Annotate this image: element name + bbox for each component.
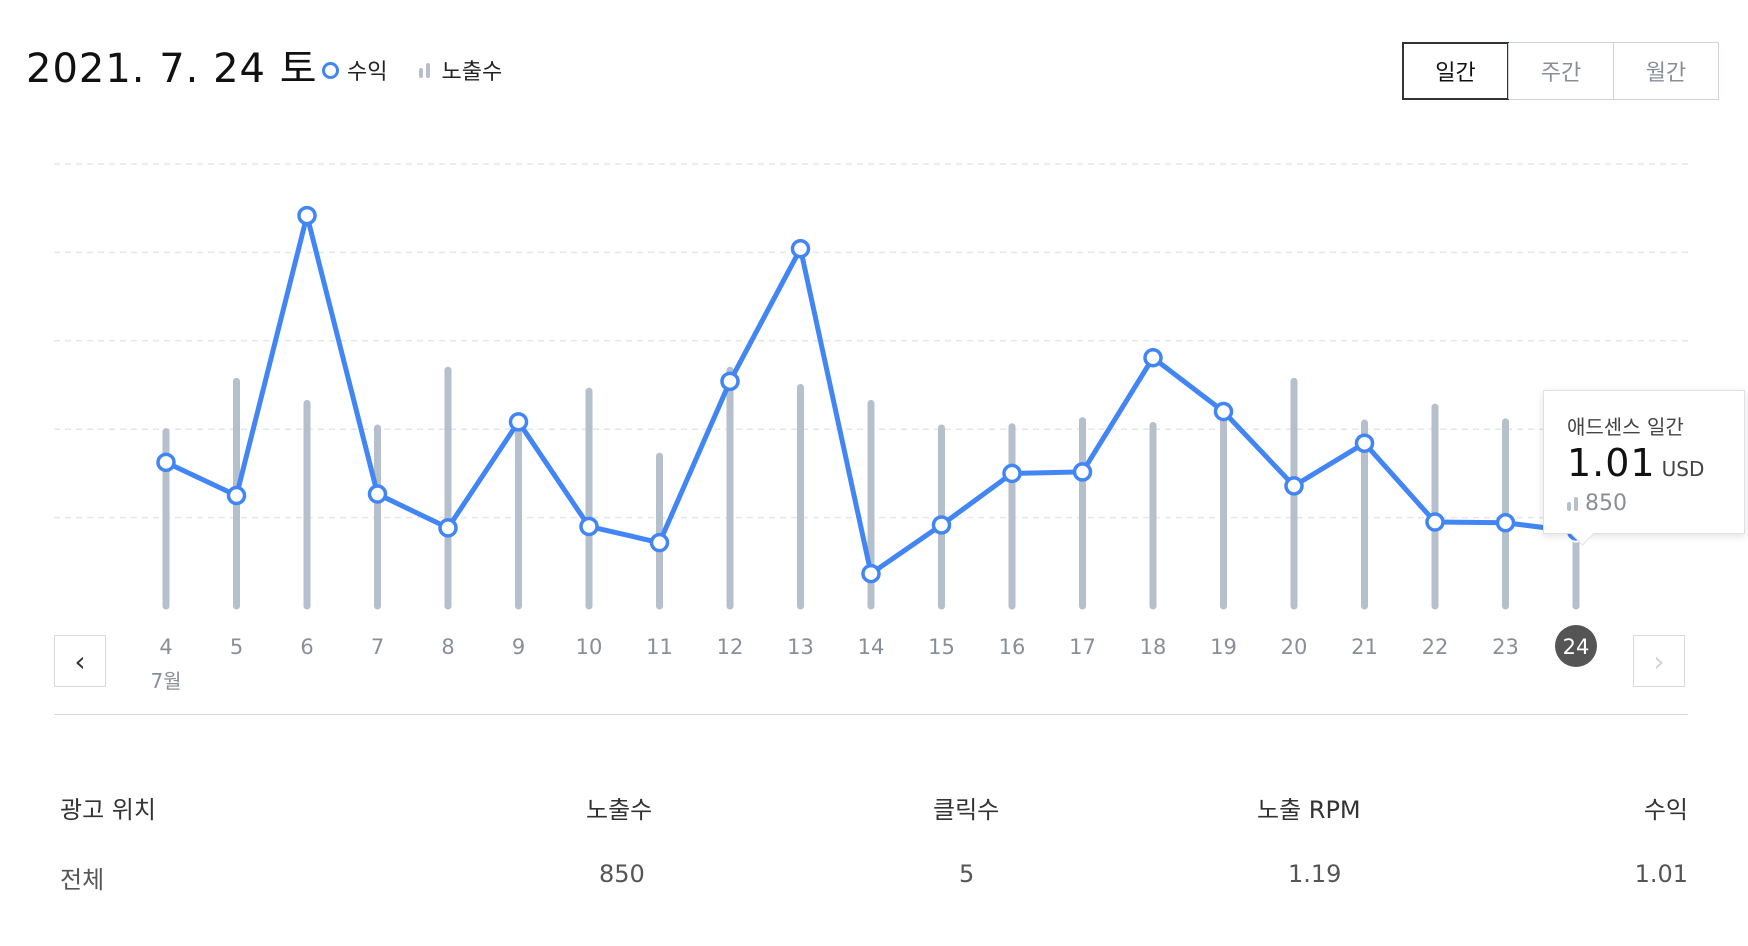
x-tick-label: 22 <box>1422 635 1449 659</box>
x-tick-label: 6 <box>300 635 313 659</box>
column-header-clicks: 클릭수 <box>933 796 1000 824</box>
bar-chart-icon <box>1567 496 1581 511</box>
x-tick-label: 23 <box>1492 635 1519 659</box>
cell-placement: 전체 <box>60 866 105 894</box>
revenue-point <box>1213 401 1234 422</box>
next-period-button[interactable]: › <box>1633 635 1685 687</box>
x-tick-label: 15 <box>928 635 955 659</box>
month-label: 7월 <box>150 669 181 693</box>
column-header-revenue: 수익 <box>1643 796 1688 824</box>
x-tick-label: 18 <box>1140 635 1167 659</box>
revenue-chart: 4 5 6 7 8 9 10 11 12 13 14 15 16 17 18 19 20 21 22 23 24 7월 <box>54 163 1688 693</box>
table-row: 전체 850 5 1.19 1.01 <box>54 850 1688 920</box>
chart-tooltip: 애드센스 일간 1.01 USD 850 <box>1543 390 1745 534</box>
x-tick-label: 21 <box>1351 635 1378 659</box>
x-tick-label: 12 <box>717 635 744 659</box>
revenue-ring-icon <box>322 61 339 79</box>
x-tick-label: 4 <box>159 635 172 659</box>
revenue-point <box>790 238 811 259</box>
column-header-placement: 광고 위치 <box>60 796 156 824</box>
cell-rpm: 1.19 <box>1288 860 1342 888</box>
cell-impressions: 850 <box>599 860 645 888</box>
selected-day-badge <box>1555 625 1597 667</box>
x-tick-label: 14 <box>858 635 885 659</box>
revenue-point <box>861 563 881 584</box>
bar-chart-icon <box>419 62 433 78</box>
revenue-point <box>508 412 529 432</box>
x-tick-label: 24 <box>1563 635 1590 659</box>
tab-monthly[interactable]: 월간 <box>1613 43 1718 99</box>
revenue-point <box>579 516 599 537</box>
column-header-rpm: 노출 RPM <box>1257 796 1361 824</box>
table-header-row: 광고 위치 노출수 클릭수 노출 RPM 수익 <box>54 780 1688 850</box>
x-tick-label: 9 <box>512 635 525 659</box>
revenue-point <box>438 518 458 538</box>
date-title: 2021. 7. 24 토 <box>26 46 318 92</box>
x-tick-label: 10 <box>576 635 603 659</box>
tab-daily[interactable]: 일간 <box>1402 42 1509 100</box>
x-tick-label: 7 <box>371 635 384 659</box>
x-tick-label: 13 <box>787 635 814 659</box>
revenue-point <box>1425 512 1445 532</box>
legend-revenue-label: 수익 <box>347 60 388 85</box>
revenue-point <box>297 205 317 226</box>
x-tick-label: 20 <box>1281 635 1308 659</box>
tooltip-title: 애드센스 일간 <box>1567 415 1684 439</box>
revenue-point <box>931 515 952 535</box>
revenue-point <box>720 371 740 392</box>
stats-table: 광고 위치 노출수 클릭수 노출 RPM 수익 전체 850 5 1.19 1.… <box>54 780 1688 920</box>
chevron-right-icon: › <box>1653 644 1665 678</box>
x-tick-label: 16 <box>999 635 1026 659</box>
legend-impressions: 노출수 <box>419 54 502 86</box>
revenue-point <box>226 485 247 506</box>
revenue-point <box>1143 347 1163 368</box>
divider <box>54 714 1688 715</box>
cell-revenue: 1.01 <box>1634 860 1688 888</box>
x-tick-label: 17 <box>1069 635 1096 659</box>
x-tick-label: 8 <box>441 635 454 659</box>
revenue-point <box>156 452 176 473</box>
tooltip-value: 1.01 USD <box>1567 441 1704 485</box>
x-tick-label: 19 <box>1210 635 1237 659</box>
tooltip-unit: USD <box>1661 457 1705 481</box>
revenue-point <box>1072 462 1093 482</box>
chevron-left-icon: ‹ <box>74 644 86 678</box>
prev-period-button[interactable]: ‹ <box>54 635 106 687</box>
tab-weekly[interactable]: 주간 <box>1508 43 1613 99</box>
cell-clicks: 5 <box>959 860 975 888</box>
period-tabs: 일간 주간 월간 <box>1402 42 1719 100</box>
chart-legend: 수익 노출수 <box>322 54 534 86</box>
tooltip-impressions: 850 <box>1567 491 1627 516</box>
tooltip-impressions-value: 850 <box>1585 491 1627 516</box>
x-tick-label: 5 <box>230 635 243 659</box>
column-header-impressions: 노출수 <box>586 796 653 824</box>
revenue-point <box>1284 476 1304 496</box>
legend-impressions-label: 노출수 <box>441 60 503 85</box>
revenue-point <box>649 532 670 553</box>
chart-header: 2021. 7. 24 토 수익 노출수 일간 주간 월간 <box>0 0 1748 120</box>
x-tick-label: 11 <box>646 635 673 659</box>
revenue-point <box>367 484 388 504</box>
revenue-point <box>1354 433 1375 453</box>
revenue-point <box>1002 463 1022 484</box>
tooltip-revenue: 1.01 <box>1567 441 1656 485</box>
revenue-point <box>1495 513 1516 533</box>
legend-revenue: 수익 <box>322 54 387 86</box>
